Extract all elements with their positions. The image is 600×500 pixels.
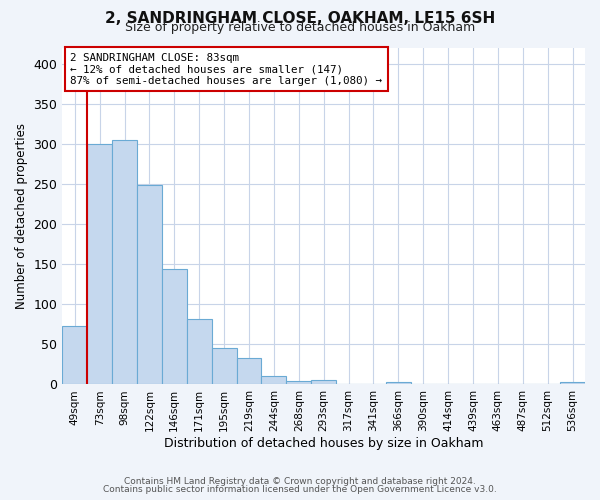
Bar [560,382,585,384]
Text: 2, SANDRINGHAM CLOSE, OAKHAM, LE15 6SH: 2, SANDRINGHAM CLOSE, OAKHAM, LE15 6SH [105,11,495,26]
Bar [386,382,411,384]
Bar [187,318,212,384]
Text: 2 SANDRINGHAM CLOSE: 83sqm
← 12% of detached houses are smaller (147)
87% of sem: 2 SANDRINGHAM CLOSE: 83sqm ← 12% of deta… [70,52,382,86]
Bar [311,380,336,384]
Bar [212,348,236,384]
Bar [137,184,162,384]
Text: Size of property relative to detached houses in Oakham: Size of property relative to detached ho… [125,22,475,35]
Y-axis label: Number of detached properties: Number of detached properties [15,123,28,309]
Bar [87,144,112,384]
Bar [162,269,187,384]
Text: Contains HM Land Registry data © Crown copyright and database right 2024.: Contains HM Land Registry data © Crown c… [124,477,476,486]
X-axis label: Distribution of detached houses by size in Oakham: Distribution of detached houses by size … [164,437,484,450]
Bar [262,376,286,384]
Bar [62,326,87,384]
Bar [286,381,311,384]
Text: Contains public sector information licensed under the Open Government Licence v3: Contains public sector information licen… [103,484,497,494]
Bar [112,140,137,384]
Bar [236,358,262,384]
